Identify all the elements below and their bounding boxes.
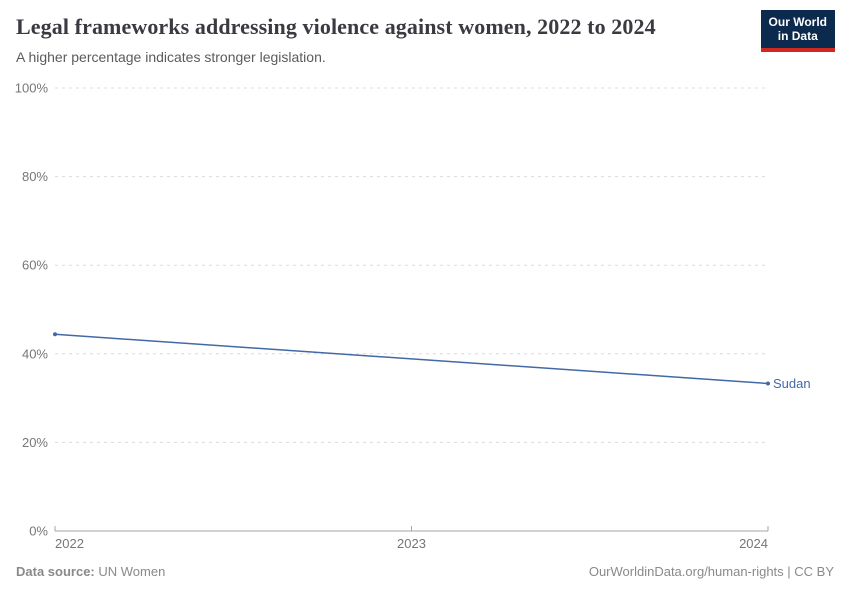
chart-footer: Data source: UN Women OurWorldinData.org… — [16, 564, 834, 579]
x-axis-tick-label: 2024 — [739, 536, 768, 551]
data-source-value: UN Women — [94, 564, 166, 579]
chart-header: Legal frameworks addressing violence aga… — [16, 14, 750, 65]
attribution-link[interactable]: OurWorldinData.org/human-rights | CC BY — [588, 564, 834, 579]
x-axis-tick-label: 2023 — [397, 536, 426, 551]
y-axis-tick-label: 0% — [29, 524, 48, 539]
y-axis-tick-label: 100% — [15, 81, 49, 96]
data-source-label: Data source: — [16, 564, 95, 579]
y-axis-tick-label: 20% — [22, 435, 48, 450]
y-axis-tick-label: 40% — [22, 346, 48, 361]
x-axis-tick-label: 2022 — [55, 536, 84, 551]
data-point-marker[interactable] — [766, 381, 770, 386]
y-axis-tick-label: 60% — [22, 258, 48, 273]
chart-subtitle: A higher percentage indicates stronger l… — [16, 49, 326, 65]
owid-logo[interactable]: Our World in Data — [760, 10, 835, 52]
line-chart: 0% 20% 40% 60% 80% 100% 2022 2023 2024 Sudan — [15, 81, 811, 552]
chart-title: Legal frameworks addressing violence aga… — [16, 14, 656, 39]
data-line-sudan[interactable] — [54, 333, 769, 385]
owid-logo-line-1: Our World — [768, 15, 827, 29]
entity-label[interactable]: Sudan — [773, 376, 811, 391]
data-point-marker[interactable] — [53, 332, 57, 337]
owid-logo-line-2: in Data — [777, 29, 818, 44]
data-source: Data source: UN Women — [16, 564, 165, 579]
y-axis-tick-label: 80% — [22, 169, 48, 184]
